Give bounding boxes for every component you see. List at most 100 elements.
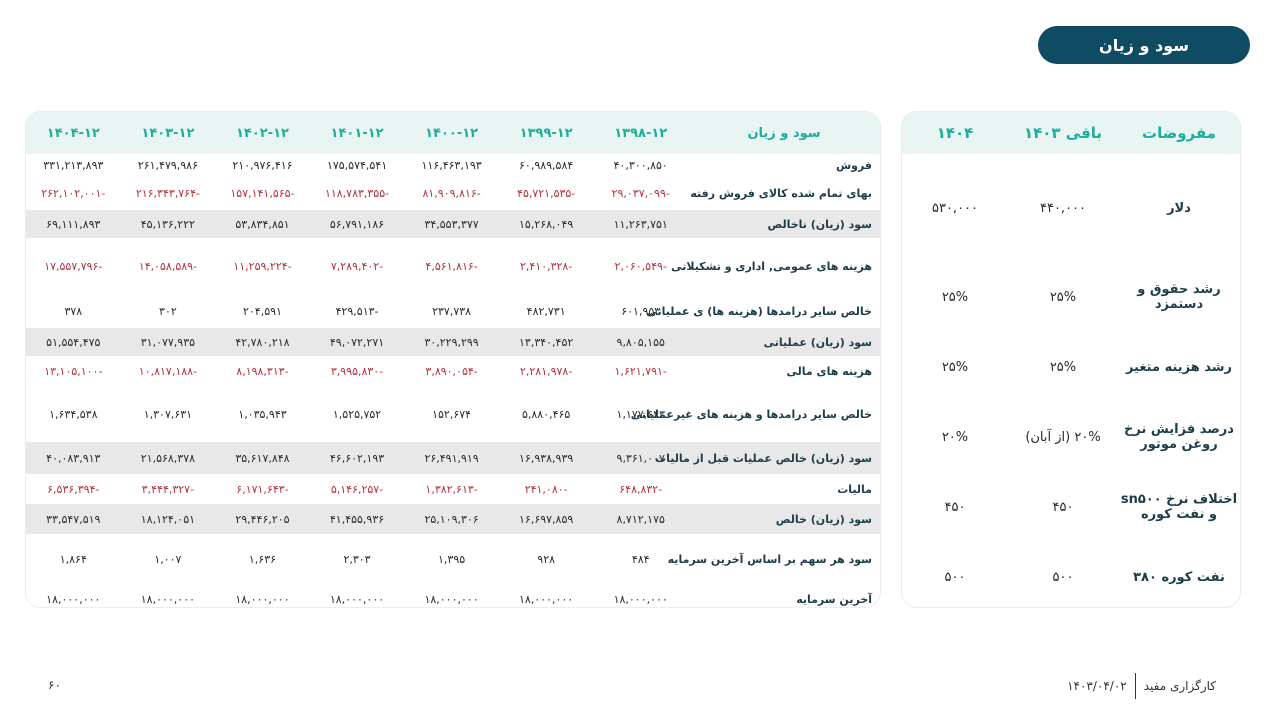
- table-cell: -۲۱۶,۳۴۳,۷۶۴: [135, 186, 200, 200]
- assumption-value: ۴۵۰: [1052, 499, 1074, 515]
- assumption-value: ۵۳۰,۰۰۰: [931, 200, 979, 216]
- table-cell: ۴۹,۰۷۲,۲۷۱: [329, 335, 385, 349]
- period-header: ۱۳۹۸-۱۲: [614, 125, 668, 141]
- table-cell: -۲۶۲,۱۰۲,۰۰۱: [41, 186, 106, 200]
- assumptions-header: مفروضات: [1142, 124, 1216, 142]
- table-cell: ۵۶,۷۹۱,۱۸۶: [329, 217, 385, 231]
- table-cell: -۱۷,۵۵۷,۷۹۶: [44, 259, 103, 273]
- table-cell: -۱۰,۸۱۷,۱۸۸: [138, 364, 198, 378]
- period-header: ۱۴۰۴-۱۲: [46, 125, 100, 141]
- table-cell: -۱۳,۱۰۵,۱۰۰: [44, 364, 103, 378]
- table-row: سود (زیان) خالص عملیات قبل از مالیات ۹,۳۶…: [26, 442, 880, 474]
- page-number: ۶۰: [48, 678, 61, 692]
- table-cell: ۸,۷۱۲,۱۷۵: [616, 512, 665, 526]
- table-cell: ۶۰,۹۸۹,۵۸۴: [519, 158, 574, 172]
- table-cell: ۱۸,۰۰۰,۰۰۰: [424, 592, 479, 606]
- table-cell: -۳,۹۹۵,۸۳۰: [330, 364, 384, 378]
- assumption-row: دلار ۴۴۰,۰۰۰ ۵۳۰,۰۰۰: [902, 154, 1240, 262]
- assumption-row: رشد هزینه متغیر ۲۵% ۲۵%: [902, 332, 1240, 402]
- table-cell: -۲۴۱,۰۸۰: [524, 482, 568, 496]
- table-cell: ۱۸,۰۰۰,۰۰۰: [519, 592, 574, 606]
- header-label: سود و زیان: [747, 125, 821, 141]
- table-row: آخرین سرمایه ۱۸,۰۰۰,۰۰۰ ۱۸,۰۰۰,۰۰۰ ۱۸,۰۰۰,۰…: [26, 584, 880, 607]
- table-cell: ۱۸,۱۲۴,۰۵۱: [140, 512, 196, 526]
- table-cell: ۱,۱۷۷,۶۴۳: [616, 407, 665, 421]
- assumption-label: اختلاف نرخ sn۵۰۰ و نفت کوره: [1120, 492, 1238, 522]
- table-cell: -۵,۱۴۶,۲۵۷: [330, 482, 384, 496]
- assumptions-header: باقی ۱۴۰۳: [1023, 124, 1103, 142]
- table-row: سود هر سهم بر اساس آخرین سرمایه ۴۸۴ ۹۲۸ ۱,۳…: [26, 534, 880, 584]
- row-label: سود (زیان) خالص: [775, 512, 872, 526]
- table-cell: -۱۱۸,۷۸۳,۳۵۵: [324, 186, 390, 200]
- table-cell: ۴۲,۷۸۰,۲۱۸: [235, 335, 290, 349]
- table-cell: ۴۱,۴۵۵,۹۳۶: [329, 512, 385, 526]
- table-row: سود (زیان) عملیاتی ۹,۸۰۵,۱۵۵ ۱۳,۳۴۰,۴۵۲ ۳۰,…: [26, 328, 880, 356]
- table-cell: ۳۴,۵۵۳,۳۷۷: [424, 217, 479, 231]
- period-header: ۱۴۰۲-۱۲: [235, 125, 289, 141]
- table-row: مالیات -۶۴۸,۸۳۲ -۲۴۱,۰۸۰ -۱,۳۸۲,۶۱۳ -۵,۱۴۶,۲…: [26, 474, 880, 504]
- assumption-value: ۴۴۰,۰۰۰: [1039, 200, 1087, 216]
- table-cell: ۳۰۲: [159, 304, 177, 318]
- assumption-label: دلار: [1167, 200, 1191, 216]
- table-cell: ۱۸,۰۰۰,۰۰۰: [329, 592, 385, 606]
- table-cell: ۴۰,۰۸۳,۹۱۳: [46, 451, 101, 465]
- assumption-row: رشد حقوق و دستمزد ۲۵% ۲۵%: [902, 262, 1240, 332]
- assumption-row: درصد فزایش نرخ روغن موتور ۲۰% (از آبان) ۲۰…: [902, 402, 1240, 472]
- assumption-value: ۲۵%: [941, 359, 969, 375]
- table-cell: ۱۶,۶۹۷,۸۵۹: [519, 512, 574, 526]
- table-cell: -۱,۶۲۱,۷۹۱: [614, 364, 667, 378]
- table-cell: -۲۹,۰۳۷,۰۹۹: [611, 186, 670, 200]
- assumptions-header-row: مفروضات باقی ۱۴۰۳ ۱۴۰۴: [902, 112, 1240, 154]
- table-row: هزینه های عمومی, اداری و تشکیلاتی -۲,۰۶۰,…: [26, 238, 880, 294]
- assumption-value: ۵۰۰: [1052, 569, 1074, 585]
- assumption-label: درصد فزایش نرخ روغن موتور: [1124, 422, 1234, 452]
- table-cell: ۲,۳۰۳: [343, 552, 371, 566]
- assumption-row: اختلاف نرخ sn۵۰۰ و نفت کوره ۴۵۰ ۴۵۰: [902, 472, 1240, 542]
- assumption-label: رشد حقوق و دستمزد: [1137, 282, 1221, 312]
- table-cell: -۸,۱۹۸,۳۱۳: [236, 364, 289, 378]
- assumption-value: ۲۵%: [941, 289, 969, 305]
- table-cell: ۱,۳۹۵: [438, 552, 466, 566]
- table-cell: ۳۳۱,۲۱۳,۸۹۳: [43, 158, 104, 172]
- table-cell: ۳۰,۲۲۹,۲۹۹: [424, 335, 479, 349]
- page-title: سود و زیان: [1038, 26, 1250, 64]
- footer-brand: کارگزاری مفید ۱۴۰۳/۰۴/۰۲: [1067, 672, 1216, 700]
- assumptions-header: ۱۴۰۴: [936, 124, 974, 142]
- table-cell: ۱۵,۲۶۸,۰۴۹: [519, 217, 574, 231]
- table-cell: ۴۵,۱۳۶,۲۲۲: [140, 217, 196, 231]
- table-cell: -۷,۲۸۹,۴۰۲: [330, 259, 384, 273]
- table-cell: ۱۸,۰۰۰,۰۰۰: [46, 592, 101, 606]
- table-cell: -۲,۴۱۰,۳۲۸: [519, 259, 573, 273]
- table-cell: -۱۴,۰۵۸,۵۸۹: [138, 259, 198, 273]
- assumption-value: ۲۵%: [1049, 289, 1077, 305]
- assumption-row: نفت کوره ۳۸۰ ۵۰۰ ۵۰۰: [902, 542, 1240, 607]
- assumption-value: ۵۰۰: [944, 569, 966, 585]
- table-cell: ۹۲۸: [537, 552, 556, 566]
- row-label: هزینه های عمومی, اداری و تشکیلاتی: [671, 259, 872, 273]
- table-cell: ۴۰,۳۰۰,۸۵۰: [613, 158, 668, 172]
- table-cell: ۱,۸۶۴: [59, 552, 87, 566]
- table-cell: ۵۱,۵۵۴,۴۷۵: [46, 335, 101, 349]
- table-cell: ۱۸,۰۰۰,۰۰۰: [140, 592, 196, 606]
- table-row: خالص سایر درامدها (هزینه ها) ی عملیاتی ۶۰…: [26, 294, 880, 328]
- assumption-value: ۲۰%: [941, 429, 969, 445]
- row-label: سود (زیان) عملیاتی: [763, 335, 872, 349]
- table-cell: ۲۱۰,۹۷۶,۴۱۶: [232, 158, 293, 172]
- table-cell: ۱۸,۰۰۰,۰۰۰: [235, 592, 290, 606]
- row-label: سود (زیان) ناخالص: [767, 217, 872, 231]
- table-cell: ۳۱,۰۷۷,۹۳۵: [140, 335, 196, 349]
- table-cell: ۱۱۶,۴۶۳,۱۹۳: [421, 158, 482, 172]
- table-cell: ۲۰۴,۵۹۱: [242, 304, 282, 318]
- table-cell: -۴۵,۷۲۱,۵۳۵: [517, 186, 576, 200]
- table-cell: ۲۳۷,۷۳۸: [432, 304, 472, 318]
- period-header: ۱۳۹۹-۱۲: [519, 125, 573, 141]
- table-cell: -۱۵۷,۱۴۱,۵۶۵: [230, 186, 295, 200]
- table-cell: ۶۹,۱۱۱,۸۹۳: [46, 217, 101, 231]
- table-cell: ۱۱,۲۶۳,۷۵۱: [613, 217, 668, 231]
- table-cell: ۱,۳۰۷,۶۳۱: [143, 407, 193, 421]
- table-cell: ۵۳,۸۳۴,۸۵۱: [235, 217, 290, 231]
- row-label: خالص سایر درامدها و هزینه های غیرعملیاتی: [630, 407, 872, 421]
- table-cell: ۱,۰۰۷: [154, 552, 182, 566]
- table-cell: ۴۸۴: [631, 552, 650, 566]
- row-label: خالص سایر درامدها (هزینه ها) ی عملیاتی: [646, 304, 872, 318]
